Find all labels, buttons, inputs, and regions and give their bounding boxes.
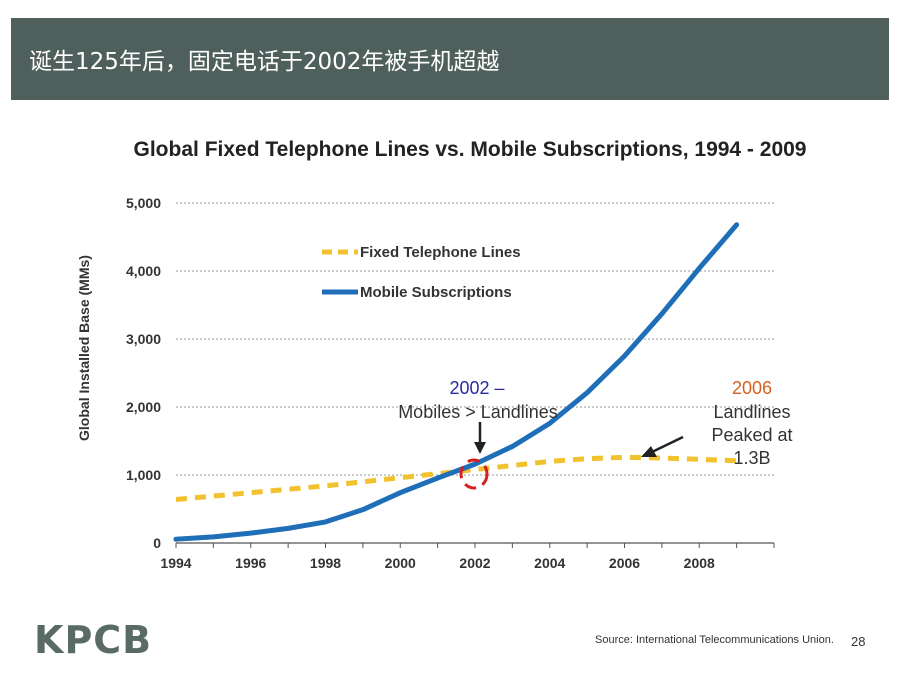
annotation-2006-arrow (651, 435, 684, 454)
slide-title: 诞生125年后，固定电话于2002年被手机超越 (29, 49, 500, 75)
x-tick-labels: 1994 1996 1998 2000 2002 2004 2006 2008 (160, 555, 715, 571)
x-tick-label: 2004 (534, 555, 565, 571)
y-tick-label: 1,000 (126, 467, 161, 483)
y-tick-labels: 0 1,000 2,000 3,000 4,000 5,000 (126, 195, 161, 551)
source-note: Source: International Telecommunications… (595, 634, 834, 646)
annotation-2006-line3: Peaked at (711, 425, 792, 445)
annotation-2002-text: Mobiles > Landlines (398, 402, 558, 422)
page-number: 28 (851, 634, 866, 649)
y-tick-label: 0 (153, 535, 161, 551)
chart-title: Global Fixed Telephone Lines vs. Mobile … (133, 138, 807, 161)
annotation-2002-arrowhead (474, 442, 486, 454)
annotation-2006-line4: 1.3B (733, 448, 770, 468)
y-tick-label: 5,000 (126, 195, 161, 211)
series-line-fixed (175, 454, 737, 502)
slide-header: 诞生125年后，固定电话于2002年被手机超越 (11, 18, 889, 100)
legend-label-mobile: Mobile Subscriptions (360, 284, 512, 301)
annotation-2006-line2: Landlines (713, 402, 790, 422)
annotation-2002: 2002 – Mobiles > Landlines (398, 378, 558, 490)
x-tick-label: 1996 (235, 555, 266, 571)
annotation-2006-year: 2006 (732, 378, 772, 398)
y-tick-label: 4,000 (126, 263, 161, 279)
chart-legend: Fixed Telephone Lines Mobile Subscriptio… (322, 244, 521, 301)
chart-axes (175, 542, 775, 548)
annotation-2002-year: 2002 – (449, 378, 504, 398)
annotation-2006: 2006 Landlines Peaked at 1.3B (641, 378, 793, 468)
series-line-mobile (173, 222, 740, 542)
chart-series (173, 222, 740, 542)
x-tick-label: 1998 (310, 555, 341, 571)
x-tick-label: 2002 (459, 555, 490, 571)
x-tick-label: 2006 (609, 555, 640, 571)
crossover-circle (459, 458, 489, 490)
legend-label-fixed: Fixed Telephone Lines (360, 244, 521, 261)
x-tick-label: 2008 (684, 555, 715, 571)
y-axis-label: Global Installed Base (MMs) (76, 255, 92, 441)
y-tick-label: 3,000 (126, 331, 161, 347)
kpcb-logo: KPCB (34, 618, 153, 662)
y-tick-label: 2,000 (126, 399, 161, 415)
annotation-2006-arrowhead (641, 446, 657, 457)
x-tick-label: 2000 (385, 555, 416, 571)
x-tick-label: 1994 (160, 555, 191, 571)
